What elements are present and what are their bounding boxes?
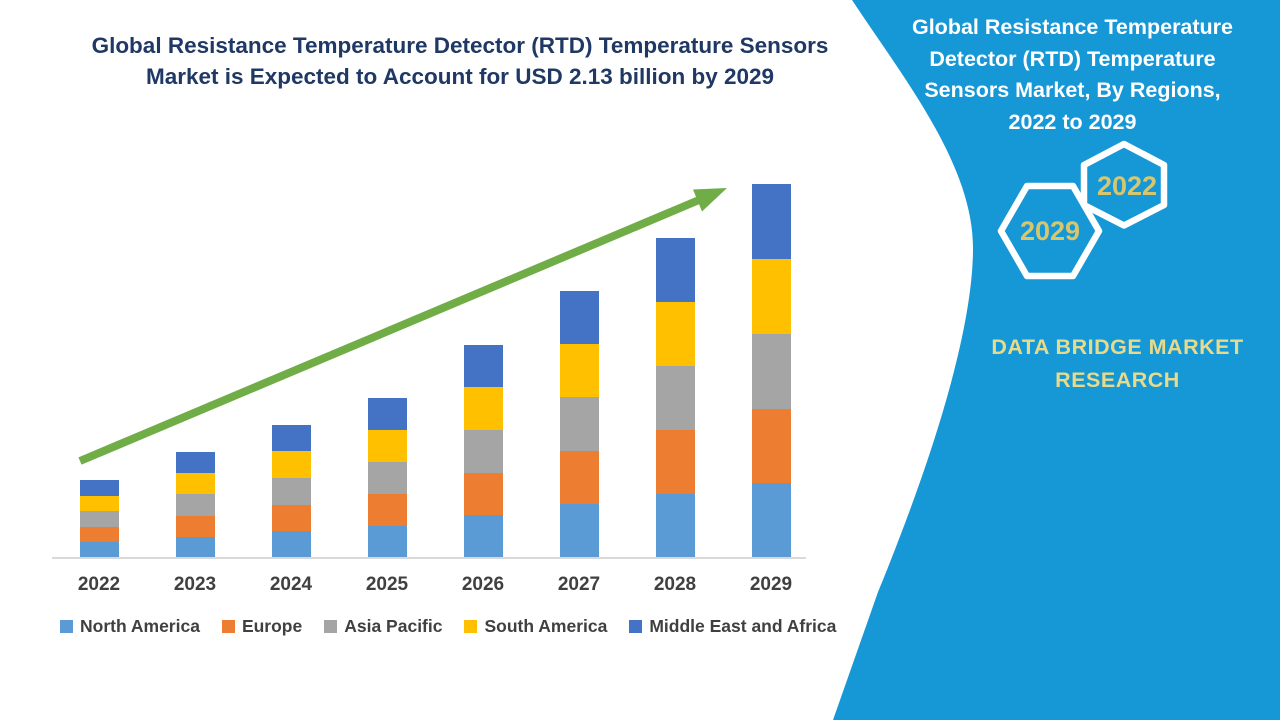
legend-item-north-america: North America (60, 616, 200, 637)
text-line: Market is Expected to Account for USD 2.… (145, 64, 775, 89)
bar-segment-asia-pacific (463, 430, 503, 473)
bar-segment-south-america (79, 495, 119, 512)
bar-chart-plot-area (79, 184, 791, 558)
trend-arrow-head (693, 188, 727, 212)
bar-segment-asia-pacific (271, 478, 311, 505)
bar-2028 (655, 237, 695, 558)
text-line: DATA BRIDGE MARKET (991, 335, 1244, 359)
bar-segment-asia-pacific (79, 511, 119, 527)
legend-label-europe: Europe (241, 616, 303, 636)
bar-segment-middle-east-and-africa (175, 451, 215, 474)
bar-segment-asia-pacific (655, 365, 695, 430)
bar-segment-south-america (175, 473, 215, 495)
bar-segment-south-america (751, 259, 791, 334)
bar-segment-north-america (367, 525, 407, 558)
bar-segment-south-america (463, 387, 503, 431)
legend-item-south-america: South America (464, 616, 607, 637)
bar-segment-north-america (79, 542, 119, 558)
badge-year-2022: 2022 (1096, 171, 1158, 201)
bar-segment-middle-east-and-africa (367, 397, 407, 430)
bar-segment-north-america (751, 483, 791, 558)
bar-segment-asia-pacific (559, 397, 599, 451)
bar-segment-europe (559, 450, 599, 505)
legend-label-middle-east-and-africa: Middle East and Africa (649, 616, 837, 636)
bar-segment-north-america (463, 515, 503, 558)
side-panel-shape (833, 0, 1280, 720)
bar-segment-south-america (271, 451, 311, 478)
hexagon-2029-icon (997, 182, 1103, 280)
bar-segment-north-america (271, 531, 311, 558)
bar-2027 (559, 290, 599, 558)
x-axis-label-2029: 2029 (749, 574, 793, 595)
bar-2026 (463, 344, 503, 558)
legend-swatch-north-america (60, 620, 73, 633)
legend-swatch-asia-pacific (324, 620, 338, 633)
x-axis-label-2022: 2022 (77, 574, 121, 595)
badge-year-2029: 2029 (1019, 216, 1081, 246)
bar-segment-asia-pacific (367, 461, 407, 494)
legend-label-north-america: North America (80, 616, 200, 636)
bar-segment-europe (655, 429, 695, 494)
text-line: Detector (RTD) Temperature (929, 46, 1216, 71)
bar-segment-north-america (559, 504, 599, 558)
bar-2024 (271, 424, 311, 558)
bar-segment-europe (271, 504, 311, 532)
text-line: RESEARCH (1055, 368, 1180, 392)
x-axis-label-2024: 2024 (269, 574, 313, 595)
bar-segment-south-america (655, 301, 695, 366)
legend-label-south-america: South America (484, 616, 608, 636)
text-line: Global Resistance Temperature Detector (… (91, 33, 829, 58)
bar-2022 (79, 479, 119, 558)
legend-item-middle-east-and-africa: Middle East and Africa (629, 616, 836, 637)
bar-segment-europe (79, 526, 119, 543)
x-axis-label-2027: 2027 (557, 574, 601, 595)
main-title: Global Resistance Temperature Detector (… (60, 30, 860, 92)
legend-swatch-south-america (464, 620, 478, 633)
bar-segment-europe (463, 472, 503, 516)
bar-segment-north-america (175, 536, 215, 558)
x-axis-label-2026: 2026 (461, 574, 505, 595)
bar-2025 (367, 397, 407, 558)
legend-swatch-middle-east-and-africa (629, 620, 643, 633)
text-line: Global Resistance Temperature (911, 15, 1234, 39)
bar-segment-middle-east-and-africa (463, 344, 503, 388)
bar-segment-middle-east-and-africa (655, 237, 695, 302)
x-axis-label-2025: 2025 (365, 574, 409, 595)
bar-segment-south-america (367, 429, 407, 462)
bar-segment-middle-east-and-africa (751, 184, 791, 260)
trend-arrow (78, 188, 727, 465)
legend-swatch-europe (221, 620, 235, 633)
text-line: Sensors Market, By Regions, (924, 78, 1221, 102)
trend-arrow-shaft (78, 196, 701, 465)
legend-item-europe: Europe (221, 616, 303, 637)
bar-segment-europe (175, 515, 215, 537)
bar-segment-middle-east-and-africa (559, 290, 599, 344)
hexagon-2022-icon (1080, 140, 1168, 229)
side-panel-title: Global Resistance Temperature Detector (R… (895, 12, 1250, 138)
bar-segment-middle-east-and-africa (79, 479, 119, 496)
bar-segment-north-america (655, 493, 695, 558)
x-axis-label-2028: 2028 (653, 574, 697, 595)
bar-segment-europe (751, 408, 791, 484)
bar-segment-south-america (559, 343, 599, 398)
bar-2023 (175, 451, 215, 558)
bar-2029 (751, 184, 791, 558)
bar-segment-europe (367, 493, 407, 526)
legend-item-asia-pacific: Asia Pacific (324, 616, 442, 637)
bar-segment-asia-pacific (751, 333, 791, 409)
x-axis-label-2023: 2023 (173, 574, 217, 595)
chart-legend: North America Europe Asia Pacific South Ame… (60, 616, 836, 637)
bar-segment-middle-east-and-africa (271, 424, 311, 452)
legend-label-asia-pacific: Asia Pacific (344, 616, 443, 636)
text-line: 2022 to 2029 (1008, 109, 1137, 134)
brand-text: DATA BRIDGE MARKET RESEARCH (955, 331, 1280, 397)
x-axis-line (52, 557, 806, 559)
bar-segment-asia-pacific (175, 494, 215, 516)
